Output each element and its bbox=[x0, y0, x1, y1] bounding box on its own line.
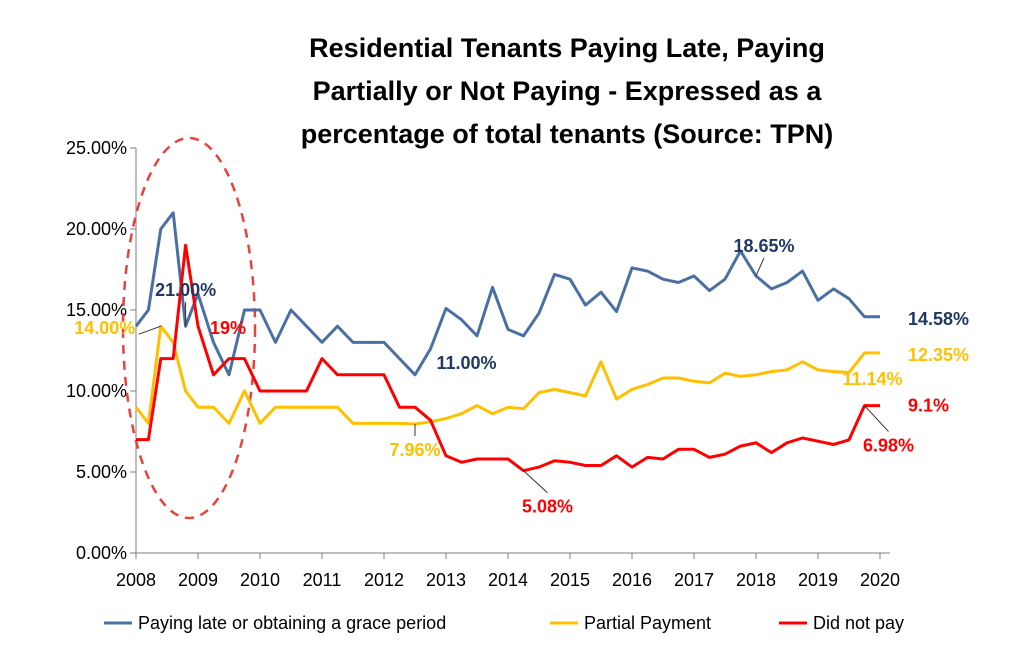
title-line-1: Residential Tenants Paying Late, Paying bbox=[309, 33, 825, 63]
highlight-ellipse bbox=[121, 136, 257, 520]
data-label: 21.00% bbox=[155, 280, 216, 300]
series-line-1 bbox=[134, 211, 880, 377]
data-label: 7.96% bbox=[389, 440, 440, 460]
data-labels: 21.00% 11.00% 18.65% 14.58% 14.00% 7.96% 11.14… bbox=[74, 236, 969, 517]
y-tick-label: 15.00% bbox=[66, 300, 127, 320]
series-line-3 bbox=[136, 243, 880, 473]
data-label: 6.98% bbox=[863, 436, 914, 456]
x-tick-label: 2012 bbox=[364, 570, 404, 590]
data-label-leaders bbox=[138, 257, 889, 494]
legend-label: Partial Payment bbox=[584, 613, 711, 633]
title-line-3: percentage of total tenants (Source: TPN… bbox=[301, 119, 834, 149]
data-label: 11.14% bbox=[842, 369, 902, 389]
data-label-leader bbox=[755, 257, 765, 277]
data-label: 19% bbox=[210, 318, 246, 338]
data-label: 5.08% bbox=[522, 497, 573, 517]
series-lines bbox=[134, 211, 880, 473]
x-tick-label: 2011 bbox=[303, 570, 342, 590]
data-label: 14.00% bbox=[74, 318, 135, 338]
x-tick-label: 2010 bbox=[240, 570, 280, 590]
data-label: 11.00% bbox=[436, 353, 496, 373]
x-axis-ticks: 2008 2009 2010 2011 2012 2013 2014 2015 2016 2017… bbox=[116, 553, 900, 590]
y-tick-label: 20.00% bbox=[66, 219, 127, 239]
x-tick-label: 2018 bbox=[736, 570, 776, 590]
x-tick-label: 2016 bbox=[612, 570, 652, 590]
y-tick-label: 5.00% bbox=[76, 462, 127, 482]
y-tick-label: 25.00% bbox=[66, 138, 127, 158]
title-line-2: Partially or Not Paying - Expressed as a bbox=[313, 76, 823, 106]
data-label-leader bbox=[523, 470, 548, 494]
data-label: 9.1% bbox=[908, 396, 949, 416]
x-tick-label: 2017 bbox=[674, 570, 714, 590]
x-tick-label: 2015 bbox=[550, 570, 590, 590]
chart-title: Residential Tenants Paying Late, Paying … bbox=[301, 33, 834, 149]
x-tick-label: 2014 bbox=[488, 570, 528, 590]
data-label-leader bbox=[138, 325, 161, 335]
x-tick-label: 2013 bbox=[426, 570, 466, 590]
legend-label: Paying late or obtaining a grace period bbox=[138, 613, 446, 633]
x-tick-label: 2020 bbox=[860, 570, 900, 590]
legend: Paying late or obtaining a grace period P… bbox=[104, 613, 904, 633]
y-axis-ticks: 0.00% 5.00% 10.00% 15.00% 20.00% 25.00% bbox=[66, 138, 136, 563]
y-tick-label: 10.00% bbox=[66, 381, 127, 401]
data-label: 18.65% bbox=[733, 236, 794, 256]
data-label-leader bbox=[864, 405, 889, 432]
series-line-2 bbox=[134, 324, 880, 426]
data-label: 12.35% bbox=[908, 345, 969, 365]
legend-label: Did not pay bbox=[813, 613, 904, 633]
axes bbox=[135, 148, 890, 554]
x-tick-label: 2009 bbox=[178, 570, 218, 590]
data-label: 14.58% bbox=[908, 309, 969, 329]
y-tick-label: 0.00% bbox=[76, 543, 127, 563]
x-tick-label: 2008 bbox=[116, 570, 156, 590]
x-tick-label: 2019 bbox=[798, 570, 838, 590]
